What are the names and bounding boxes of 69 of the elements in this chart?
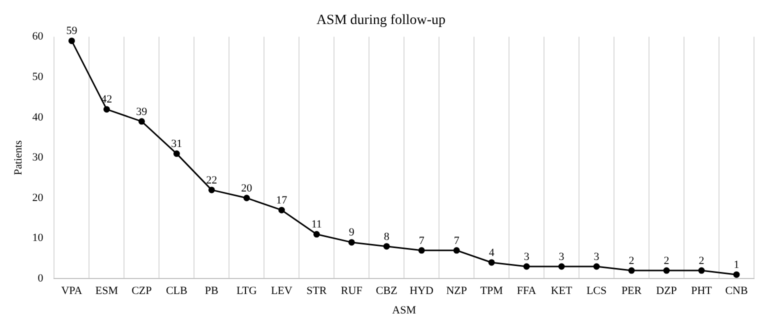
- data-label: 22: [206, 174, 218, 186]
- point: [173, 150, 180, 157]
- x-tick-label: DZP: [656, 285, 677, 298]
- data-label: 9: [348, 226, 355, 239]
- y-tick-label: 10: [32, 232, 44, 244]
- x-tick-label: CZP: [132, 285, 152, 298]
- x-tick-label: PHT: [691, 285, 712, 298]
- data-label: 31: [171, 138, 182, 150]
- x-tick-label: CNB: [725, 285, 748, 298]
- y-tick-label: 20: [32, 192, 44, 204]
- point: [243, 194, 250, 202]
- point: [208, 186, 215, 194]
- point: [523, 263, 530, 270]
- y-tick-label: 30: [32, 152, 44, 164]
- x-tick-label: STR: [306, 285, 328, 298]
- y-tick-label: 40: [32, 111, 44, 124]
- data-label: 11: [311, 218, 322, 231]
- point: [138, 118, 145, 125]
- x-tick-label: ESM: [95, 285, 118, 298]
- point: [663, 267, 670, 274]
- point: [558, 263, 565, 270]
- point: [68, 38, 75, 44]
- x-tick-label: FFA: [516, 285, 536, 298]
- x-axis-title: ASM: [392, 304, 416, 316]
- data-label: 1: [734, 258, 740, 271]
- point: [733, 271, 740, 278]
- data-label: 4: [488, 246, 495, 259]
- x-tick-label: LEV: [270, 285, 292, 298]
- x-tick-label: KET: [550, 285, 573, 298]
- point: [698, 267, 705, 274]
- x-tick-label: CLB: [166, 285, 188, 298]
- x-tick-label: CBZ: [376, 285, 398, 298]
- data-label: 2: [628, 254, 634, 267]
- data-label: 2: [664, 254, 670, 267]
- point: [383, 243, 390, 250]
- data-label: 3: [558, 250, 565, 263]
- x-tick-label: LTG: [236, 285, 257, 298]
- x-tick-label: PER: [621, 285, 642, 298]
- y-tick-label: 50: [32, 70, 44, 83]
- point: [488, 259, 495, 266]
- data-label: 7: [454, 234, 460, 247]
- point: [593, 263, 600, 270]
- data-label: 7: [418, 234, 425, 247]
- point: [453, 247, 460, 254]
- x-tick-label: HYD: [410, 285, 434, 298]
- x-tick-label: RUF: [340, 285, 362, 298]
- point: [418, 247, 425, 254]
- data-label: 3: [524, 250, 530, 263]
- data-label: 20: [241, 182, 253, 194]
- point: [348, 239, 355, 246]
- data-label: 59: [66, 25, 78, 38]
- point: [628, 267, 635, 274]
- y-tick-label: 60: [32, 30, 44, 43]
- data-label: 39: [136, 106, 148, 118]
- data-label: 8: [384, 230, 390, 243]
- data-label: 3: [594, 250, 600, 263]
- point: [278, 206, 285, 214]
- x-tick-label: VPA: [61, 285, 82, 298]
- x-tick-label: TPM: [480, 285, 504, 298]
- x-tick-label: NZP: [446, 285, 467, 298]
- x-tick-label: LCS: [586, 285, 607, 298]
- data-label: 2: [698, 254, 704, 267]
- point: [313, 231, 320, 238]
- y-tick-label: 0: [38, 272, 44, 284]
- point: [103, 106, 110, 113]
- x-tick-label: PB: [204, 285, 218, 298]
- chart-title: ASM during follow-up: [316, 13, 446, 28]
- y-axis-title: Patients: [12, 140, 24, 176]
- data-label: 17: [276, 194, 288, 206]
